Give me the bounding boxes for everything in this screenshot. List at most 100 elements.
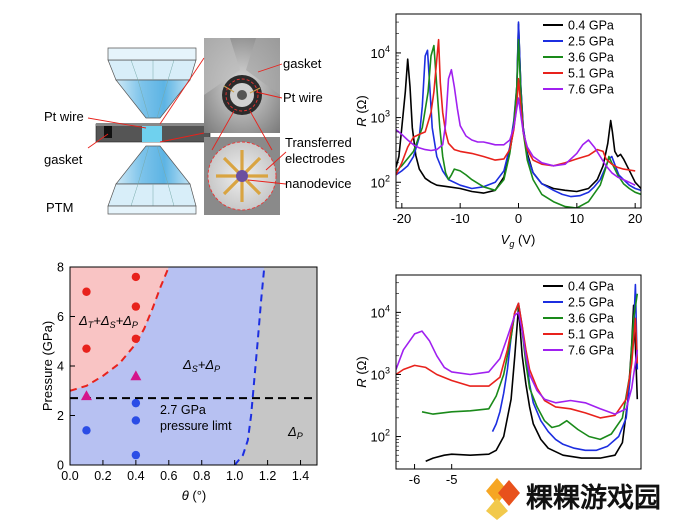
- pd-x-tick-label-0: 0.0: [61, 469, 78, 483]
- br-x-tick-label-0: -6: [409, 472, 421, 487]
- pd-x-tick-label-6: 1.2: [259, 469, 276, 483]
- label-transferred: Transferred: [285, 135, 352, 150]
- x-label-subscript: g: [509, 239, 514, 249]
- label-electrodes: electrodes: [285, 151, 345, 166]
- plot-area-bottom-right: [396, 283, 639, 462]
- pd-x-tick-label-1: 0.2: [94, 469, 111, 483]
- br-y-tick-label-1: 103: [371, 365, 390, 382]
- tr-y-tick-exp-2: 4: [385, 44, 390, 54]
- region-label-red-sub-2: P: [132, 320, 138, 330]
- legend-bottom-right: 0.4 GPa 2.5 GPa 3.6 GPa 5.1 GPa 7.6 GPa: [543, 280, 614, 358]
- pressure-limit-label-2: pressure limt: [160, 419, 232, 433]
- tr-y-tick-exp-1: 3: [385, 109, 390, 119]
- data-point-triangle-6: [130, 370, 142, 381]
- label-gasket-right: gasket: [283, 56, 322, 71]
- br-series-line-7-6-gpa: [396, 311, 639, 415]
- pd-x-tick-label-7: 1.4: [292, 469, 309, 483]
- pd-y-tick-label-0: 0: [57, 459, 64, 473]
- br-legend-label-0-4-gpa: 0.4 GPa: [568, 280, 614, 294]
- br-series-line-3-6-gpa: [421, 293, 639, 441]
- watermark-text: 粿粿游戏园: [526, 483, 661, 514]
- region-label-gray-sym-0: Δ: [287, 424, 297, 439]
- tr-legend-label-2-5-gpa: 2.5 GPa: [568, 35, 614, 49]
- data-point-circle-8: [131, 398, 141, 408]
- region-label-blue-sym-1: +Δ: [198, 357, 214, 372]
- pressure-limit-label-1: 2.7 GPa: [160, 403, 206, 417]
- label-nanodevice: nanodevice: [285, 176, 352, 191]
- legend-top-right: 0.4 GPa 2.5 GPa 3.6 GPa 5.1 GPa 7.6 GPa: [543, 19, 614, 97]
- data-point-circle-4: [131, 334, 141, 343]
- plot-frame-bottom-right: [395, 274, 642, 470]
- data-point-circle-9: [131, 416, 141, 425]
- photo-electrodes-view: [204, 137, 280, 215]
- pd-y-tick-label-2: 4: [57, 360, 64, 374]
- br-y-tick-exp-0: 2: [385, 428, 390, 438]
- pd-x-tick-label-5: 1.0: [226, 469, 243, 483]
- region-label-gray-sub-0: P: [297, 431, 303, 441]
- tr-legend-label-3-6-gpa: 3.6 GPa: [568, 51, 614, 65]
- tr-x-tick-label-2: 0: [515, 211, 522, 226]
- tr-x-tick-label-4: 20: [628, 211, 642, 226]
- data-point-circle-1: [82, 344, 91, 353]
- tr-series-line-7-6-gpa: [396, 68, 636, 186]
- br-y-tick-label-0: 102: [371, 428, 390, 445]
- region-label-red-sym-1: +Δ: [93, 313, 109, 328]
- data-point-triangle-5: [80, 390, 92, 401]
- region-label-blue: ΔS+ΔP: [182, 357, 220, 374]
- br-y-tick-base-2: 10: [371, 305, 385, 320]
- y-axis-label-top-right: R (Ω): [354, 95, 369, 126]
- tr-x-tick-label-0: -20: [392, 211, 411, 226]
- data-point-circle-10: [131, 450, 141, 460]
- pd-y-tick-label-4: 8: [57, 261, 64, 275]
- br-legend-label-5-1-gpa: 5.1 GPa: [568, 328, 614, 342]
- data-point-circle-3: [131, 302, 141, 311]
- region-gray-fill: [234, 267, 317, 465]
- region-label-red-sub-1: S: [110, 320, 116, 330]
- region-label-red-sym-2: +Δ: [116, 313, 132, 328]
- br-x-tick-label-1: -5: [446, 472, 458, 487]
- y-label-symbol-br: R: [354, 378, 369, 387]
- tr-y-tick-exp-0: 2: [385, 173, 390, 183]
- br-legend-label-2-5-gpa: 2.5 GPa: [568, 296, 614, 310]
- label-pt-wire-right: Pt wire: [283, 90, 323, 105]
- br-y-tick-base-0: 10: [371, 430, 385, 445]
- br-series-line-5-1-gpa: [396, 302, 639, 419]
- tr-legend-label-7-6-gpa: 7.6 GPa: [568, 83, 614, 97]
- tr-x-tick-label-1: -10: [451, 211, 470, 226]
- tr-y-tick-label-2: 104: [371, 44, 390, 61]
- tr-series-line-5-1-gpa: [396, 38, 636, 176]
- tr-y-tick-label-1: 103: [371, 109, 390, 126]
- lower-anvil-illustration: [107, 145, 197, 215]
- dac-schematic: Pt wire gasket PTM gasket Pt wire Transf…: [44, 38, 352, 215]
- y-axis-label-bottom-right: R (Ω): [354, 356, 369, 387]
- x-axis-label-top-right: Vg (V): [501, 232, 536, 249]
- tr-x-tick-label-3: 10: [570, 211, 584, 226]
- region-red-fill: [70, 267, 169, 391]
- region-label-red: ΔT+ΔS+ΔP: [78, 313, 138, 330]
- region-label-blue-sub-0: S: [192, 364, 198, 374]
- y-label-symbol: R: [354, 117, 369, 126]
- br-y-tick-base-1: 10: [371, 367, 385, 382]
- y-label-unit-br: (Ω): [354, 356, 369, 378]
- data-point-circle-2: [131, 272, 141, 282]
- x-axis-label-theta: θ (°): [182, 488, 207, 503]
- x-label-unit: (V): [514, 232, 535, 247]
- region-label-red-sub-0: T: [88, 320, 95, 330]
- region-label-blue-sym-0: Δ: [182, 357, 192, 372]
- region-label-red-sym-0: Δ: [78, 313, 88, 328]
- plot-area-top-right: [396, 21, 641, 208]
- pd-y-tick-label-3: 6: [57, 310, 64, 324]
- br-y-tick-label-2: 104: [371, 303, 390, 320]
- region-label-gray: ΔP: [287, 424, 303, 441]
- y-axis-label-pressure: Pressure (GPa): [40, 321, 55, 411]
- axis-ticks-phase-diagram: 0.0 0.2 0.4 0.6 0.8 1.0 1.2 1.4 0 2 4 6 8: [57, 261, 309, 484]
- pd-x-tick-label-4: 0.8: [193, 469, 210, 483]
- label-gasket-left: gasket: [44, 152, 83, 167]
- pd-y-tick-label-1: 2: [57, 409, 64, 423]
- pd-x-tick-label-3: 0.6: [160, 469, 177, 483]
